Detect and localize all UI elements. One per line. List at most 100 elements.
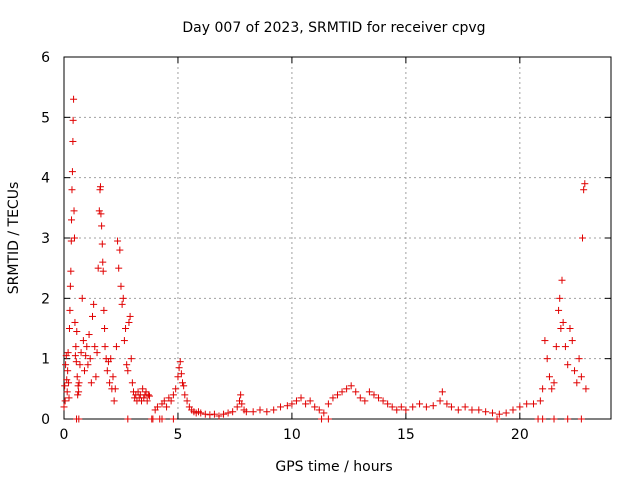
data-point <box>93 349 101 357</box>
data-point <box>66 282 74 290</box>
data-point <box>81 367 89 375</box>
data-point <box>488 409 496 417</box>
y-tick-label: 3 <box>41 231 50 247</box>
data-point <box>179 379 187 387</box>
data-point <box>176 358 184 366</box>
data-point <box>559 318 567 326</box>
data-point <box>111 385 119 393</box>
data-point <box>573 379 581 387</box>
data-point <box>144 391 152 399</box>
data-point <box>523 400 531 408</box>
chart-title: Day 007 of 2023, SRMTID for receiver cpv… <box>182 20 485 36</box>
data-point <box>422 403 430 411</box>
data-point <box>70 95 78 103</box>
x-tick-label: 20 <box>511 427 529 443</box>
data-point <box>324 415 332 423</box>
data-point <box>75 379 83 387</box>
data-point <box>375 394 383 402</box>
data-point <box>541 337 549 345</box>
data-point <box>125 318 133 326</box>
data-point <box>99 258 107 266</box>
tick-labels: 0 5 10 15 20 0 1 2 3 4 5 6 <box>41 50 529 443</box>
data-point <box>174 373 182 381</box>
y-tick-label: 1 <box>41 352 50 368</box>
data-point <box>120 337 128 345</box>
data-point <box>550 415 558 423</box>
data-point <box>70 234 78 242</box>
x-tick-label: 0 <box>60 427 69 443</box>
data-point <box>106 379 114 387</box>
data-point <box>475 406 483 414</box>
data-point <box>495 410 503 418</box>
data-point <box>72 358 80 366</box>
data-point <box>115 264 123 272</box>
data-point <box>393 406 401 414</box>
data-point <box>98 240 106 248</box>
data-point <box>238 400 246 408</box>
data-point <box>575 355 583 363</box>
data-point <box>85 331 93 339</box>
data-point <box>118 300 126 308</box>
data-point <box>210 410 218 418</box>
data-point <box>550 379 558 387</box>
data-point <box>64 367 72 375</box>
x-tick-label: 10 <box>283 427 301 443</box>
data-point <box>555 306 563 314</box>
x-tick-label: 5 <box>173 427 182 443</box>
data-point <box>183 397 191 405</box>
data-point <box>338 388 346 396</box>
data-point <box>75 388 83 396</box>
data-point <box>69 116 77 124</box>
data-point <box>454 406 462 414</box>
data-point <box>175 364 183 372</box>
data-point <box>361 397 369 405</box>
data-point <box>84 361 92 369</box>
data-point <box>249 408 257 416</box>
data-point <box>86 355 94 363</box>
data-point <box>343 385 351 393</box>
data-point <box>229 408 237 416</box>
data-point <box>98 222 106 230</box>
data-point <box>297 394 305 402</box>
data-point <box>580 186 588 194</box>
data-point <box>74 382 82 390</box>
data-point <box>67 237 75 245</box>
data-point <box>502 409 510 417</box>
x-tick-label: 15 <box>397 427 415 443</box>
data-point <box>71 318 79 326</box>
y-tick-label: 2 <box>41 291 50 307</box>
data-point <box>438 388 446 396</box>
data-point <box>123 361 131 369</box>
data-point <box>180 382 188 390</box>
data-point <box>119 294 127 302</box>
data-point <box>124 415 132 423</box>
y-tick-label: 0 <box>41 412 50 428</box>
data-point <box>352 388 360 396</box>
y-tick-label: 5 <box>41 110 50 126</box>
data-point <box>94 264 102 272</box>
data-point <box>145 392 153 400</box>
data-point <box>436 397 444 405</box>
data-point <box>117 282 125 290</box>
data-point <box>62 361 70 369</box>
data-point <box>220 410 228 418</box>
data-point <box>577 373 585 381</box>
data-point <box>292 397 300 405</box>
data-point <box>315 406 323 414</box>
data-point <box>579 234 587 242</box>
data-point <box>402 406 410 414</box>
y-axis-label: SRMTID / TECUs <box>6 182 22 295</box>
data-point <box>443 400 451 408</box>
data-point <box>70 207 78 215</box>
data-point <box>548 385 556 393</box>
data-point <box>97 210 105 218</box>
data-point <box>75 415 83 423</box>
data-point <box>69 137 77 145</box>
data-point <box>311 403 319 411</box>
data-point <box>242 408 250 416</box>
data-point <box>68 216 76 224</box>
data-point <box>347 382 355 390</box>
data-point <box>124 367 132 375</box>
data-point <box>126 312 134 320</box>
data-point <box>318 415 326 423</box>
